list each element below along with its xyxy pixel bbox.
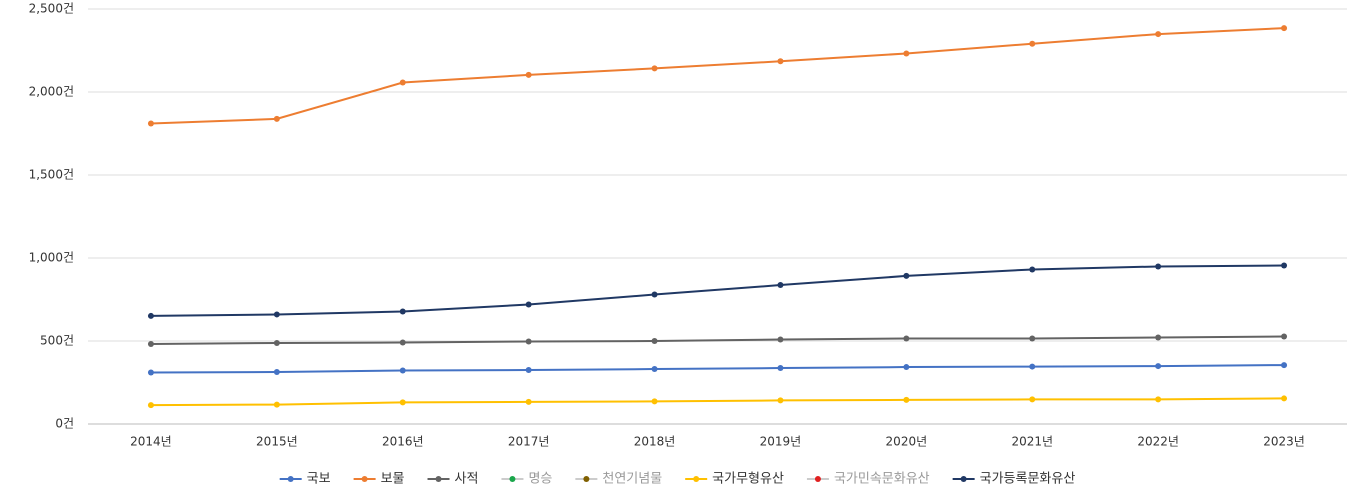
point [1281,395,1288,402]
legend-item[interactable]: 국가등록문화유산 [952,472,1076,487]
legend-label: 국가무형유산 [712,472,784,487]
legend-label: 국가등록문화유산 [980,472,1076,487]
series-line [150,335,1285,345]
point [1281,25,1288,32]
point [525,338,532,345]
point [651,338,658,344]
point [147,340,154,347]
legend-marker [693,476,700,482]
point [903,396,910,403]
point [147,312,154,319]
legend-label: 사적 [455,472,479,487]
point [1029,363,1036,370]
point [147,120,154,127]
point [147,369,154,376]
y-tick-label: 2,000건 [29,85,74,99]
legend-item[interactable]: 국보 [279,472,331,487]
legend-marker [509,476,516,482]
point [903,272,910,279]
point [777,58,784,65]
legend-label: 국보 [307,472,331,487]
y-tick-label: 0건 [55,417,74,431]
point [399,367,406,374]
point [903,335,910,342]
point [525,398,532,405]
point [651,366,658,373]
point [273,311,280,318]
point [399,399,406,406]
point [1155,396,1162,403]
legend-label: 보물 [381,472,405,487]
x-tick-label: 2016년 [382,435,424,449]
point [525,301,532,308]
legend-label: 명승 [528,472,552,487]
point [777,282,784,289]
point [273,115,280,122]
legend-marker [814,476,821,482]
point [651,398,658,405]
y-tick-label: 1,500건 [29,168,74,182]
point [399,339,406,346]
y-tick-label: 500건 [40,334,74,348]
point [777,397,784,404]
legend-label: 국가민속문화유산 [834,472,930,487]
point [651,65,658,72]
point [651,291,658,298]
point [1155,363,1162,370]
legend-item[interactable]: 국가민속문화유산 [806,472,930,487]
legend-item[interactable]: 보물 [353,472,405,487]
point [1281,262,1288,269]
series-line [150,397,1285,407]
point [1281,362,1288,369]
point [1155,31,1162,38]
x-tick-label: 2021년 [1011,435,1053,449]
y-tick-label: 2,500건 [29,2,74,16]
point [273,339,280,346]
x-tick-label: 2020년 [886,435,928,449]
point [1155,263,1162,270]
legend-item[interactable]: 명승 [501,472,552,487]
legend-label: 천연기념물 [602,472,662,487]
point [1155,334,1162,341]
x-tick-label: 2018년 [634,435,676,449]
series-line [150,27,1285,125]
series-line [150,364,1285,374]
legend-marker [361,476,368,482]
point [525,71,532,78]
x-tick-label: 2015년 [256,435,298,449]
point [1029,266,1036,273]
point [777,336,784,343]
point [903,364,910,371]
legend-item[interactable]: 국가무형유산 [685,472,784,487]
point [1029,335,1036,342]
x-tick-label: 2019년 [760,435,802,449]
legend-marker [583,476,590,482]
series-line [150,264,1285,317]
legend-marker [435,476,442,482]
point [777,365,784,372]
point [399,79,406,86]
point [1029,40,1036,47]
point [525,367,532,374]
legend-marker [960,476,967,482]
point [273,369,280,376]
x-tick-label: 2014년 [130,435,172,449]
x-tick-label: 2022년 [1137,435,1179,449]
x-tick-label: 2017년 [508,435,550,449]
legend-item[interactable]: 천연기념물 [575,472,662,487]
point [903,50,910,57]
point [399,308,406,315]
point [1029,396,1036,403]
y-tick-label: 1,000건 [29,251,74,265]
x-tick-label: 2023년 [1263,435,1305,449]
point [147,402,154,409]
point [1281,333,1288,340]
legend-item[interactable]: 사적 [427,472,479,487]
legend-marker [287,476,294,482]
point [273,401,280,408]
